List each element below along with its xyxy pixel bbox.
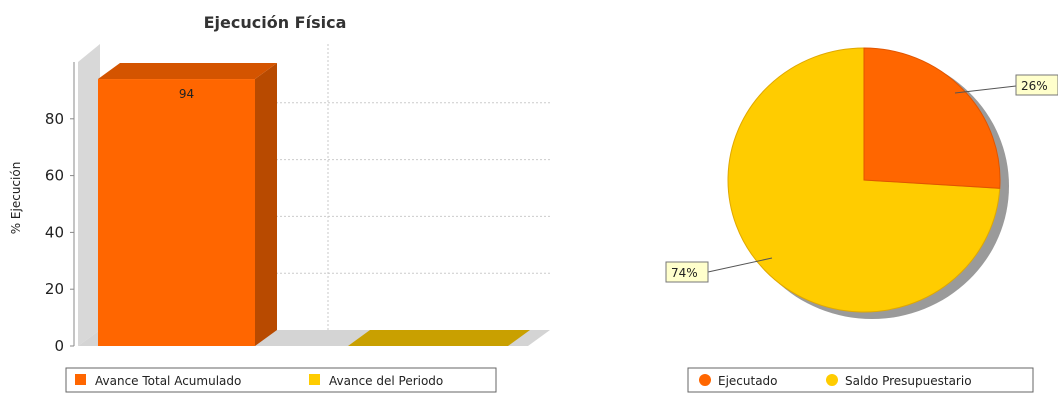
legend-label-avance-total-acumulado: Avance Total Acumulado bbox=[95, 374, 241, 388]
pie-leader-ejecutado bbox=[954, 85, 1017, 94]
y-tick-label-2: 40 bbox=[45, 223, 64, 241]
bar-avance-total-acumulado: 94 bbox=[98, 63, 277, 346]
bar-legend-frame bbox=[65, 367, 497, 393]
legend-label-ejecutado: Ejecutado bbox=[718, 374, 778, 388]
pie-slice-ejecutado bbox=[863, 47, 1001, 189]
pie-legend: Ejecutado Saldo Presupuestario bbox=[687, 367, 1034, 393]
legend-swatch-avance-del-periodo bbox=[309, 374, 320, 385]
bar-avance-total-acumulado-top bbox=[98, 63, 277, 80]
y-axis-label: % Ejecución bbox=[9, 162, 23, 235]
pie-chart: 26% 74% Ejecutado Saldo Presupuestario bbox=[665, 47, 1058, 393]
bar-avance-total-acumulado-value-label: 94 bbox=[179, 87, 194, 101]
bar-chart: Ejecución Física 0 20 40 60 80 % Ejecución 9… bbox=[9, 13, 550, 393]
bar-avance-total-acumulado-front bbox=[98, 79, 255, 346]
pie-label-saldo-presupuestario: 74% bbox=[671, 266, 698, 280]
y-tick-label-4: 80 bbox=[45, 110, 64, 128]
legend-swatch-ejecutado bbox=[699, 374, 711, 386]
bar-avance-total-acumulado-side bbox=[255, 63, 277, 346]
y-axis-ticks: 0 20 40 60 80 bbox=[45, 110, 74, 355]
y-tick-label-3: 60 bbox=[45, 167, 64, 185]
legend-label-avance-del-periodo: Avance del Periodo bbox=[329, 374, 443, 388]
pie-legend-frame bbox=[687, 367, 1034, 393]
pie-label-box-saldo-presupuestario bbox=[665, 261, 709, 283]
legend-swatch-saldo-presupuestario bbox=[826, 374, 838, 386]
y-tick-label-0: 0 bbox=[54, 337, 64, 355]
pie-leader-saldo-presupuestario bbox=[707, 257, 773, 273]
bar-legend: Avance Total Acumulado Avance del Period… bbox=[65, 367, 497, 393]
plot-grid bbox=[100, 102, 550, 274]
legend-swatch-avance-total-acumulado bbox=[75, 374, 86, 385]
y-tick-label-1: 20 bbox=[45, 280, 64, 298]
bar-chart-title: Ejecución Física bbox=[204, 13, 347, 32]
plot-side-wall bbox=[78, 44, 100, 346]
bar-avance-del-periodo bbox=[348, 330, 530, 346]
bar-avance-del-periodo-top bbox=[348, 330, 530, 346]
pie-label-ejecutado: 26% bbox=[1021, 79, 1048, 93]
legend-label-saldo-presupuestario: Saldo Presupuestario bbox=[845, 374, 972, 388]
pie-label-box-ejecutado bbox=[1015, 74, 1058, 96]
